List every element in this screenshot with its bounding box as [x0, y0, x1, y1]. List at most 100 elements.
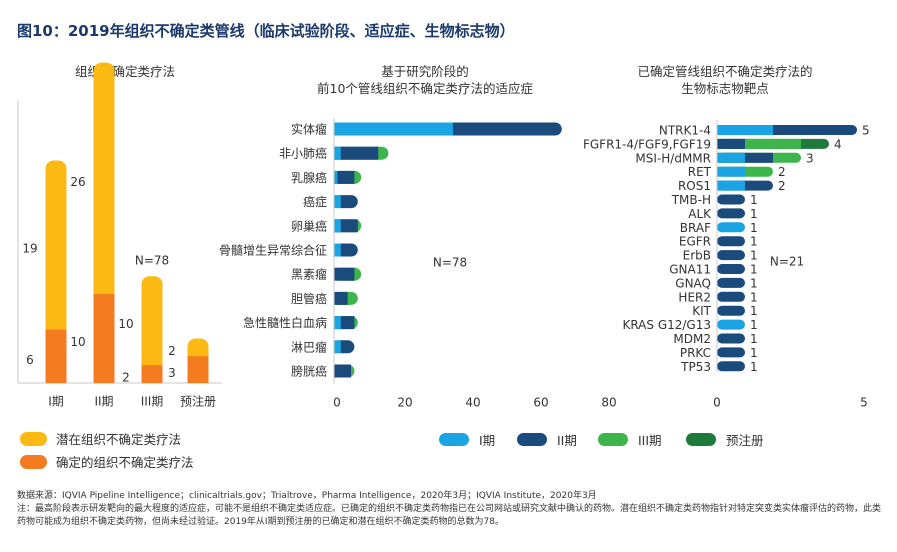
- chart2-bar-seg: [334, 243, 341, 257]
- chart3-n-annotation: N=21: [770, 255, 804, 269]
- chart3-bar-seg: [717, 305, 745, 316]
- chart3-value-label: 1: [750, 360, 758, 374]
- value-confirmed: 2: [122, 371, 130, 385]
- chart2-xtick: 60: [533, 396, 548, 410]
- chart3-bar-seg: [717, 208, 745, 219]
- chart2-category-label: 非小肺癌: [279, 146, 327, 161]
- legend-latent-swatch: [20, 431, 47, 446]
- chart3-category-label: TMB-H: [671, 193, 711, 207]
- legend-phase3-label: III期: [638, 433, 662, 448]
- legend-prereg: 预注册: [686, 430, 764, 449]
- chart3-xtick: 0: [713, 396, 721, 410]
- bar-confirmed-0: [45, 329, 67, 383]
- value-latent: 10: [118, 317, 133, 331]
- legend-latent-label: 潜在组织不确定类疗法: [56, 432, 182, 447]
- chart3-category-label: KRAS G12/G13: [622, 318, 711, 332]
- bar-latent-1: [93, 62, 115, 310]
- legend-phase2-swatch: [517, 433, 547, 446]
- chart3-bar-seg: [717, 222, 745, 233]
- legend-prereg-swatch: [686, 433, 716, 446]
- value-confirmed: 3: [168, 366, 176, 380]
- chart3-value-label: 1: [750, 346, 758, 360]
- chart2-xtick: 40: [465, 396, 480, 410]
- chart2-bar-seg: [334, 291, 348, 305]
- chart3-bar-seg: [717, 319, 745, 330]
- chart3-category-label: ROS1: [678, 179, 711, 193]
- chart3-value-label: 1: [750, 332, 758, 346]
- chart3-bar-seg: [717, 125, 773, 135]
- chart3-category-label: MDM2: [673, 332, 711, 346]
- legend-phase2-label: II期: [557, 433, 577, 448]
- chart3-bar-seg: [717, 277, 745, 288]
- chart2-bar-seg: [334, 316, 341, 330]
- chart2-bar-seg: [334, 146, 379, 160]
- chart3-category-label: ErbB: [683, 249, 711, 263]
- chart3-value-label: 1: [750, 304, 758, 318]
- legend-phase2: II期: [517, 430, 577, 449]
- chart3-bar-seg: [717, 264, 745, 274]
- chart3-bar-seg: [717, 361, 745, 372]
- chart3-category-label: GNA11: [669, 263, 711, 277]
- chart3-bar-seg: [717, 152, 745, 163]
- chart3-value-label: 1: [750, 235, 758, 249]
- chart2-bar-seg: [334, 195, 341, 209]
- chart2-n-annotation: N=78: [433, 256, 467, 270]
- chart3-value-label: 4: [834, 137, 842, 151]
- chart1-xtick: III期: [141, 395, 164, 409]
- chart2-category-label: 卵巢癌: [291, 218, 327, 233]
- chart2-category-label: 癌症: [303, 194, 327, 209]
- footer-note: 注：最高阶段表示研发靶向的最大程度的适应症，可能不是组织不确定类适应症。已确定的…: [17, 504, 882, 527]
- chart3-category-label: BRAF: [680, 221, 711, 235]
- chart2-bar-seg: [334, 122, 453, 136]
- chart2-bar-seg: [334, 170, 355, 184]
- chart3-value-label: 1: [750, 290, 758, 304]
- chart2-category-label: 急性髓性白血病: [243, 315, 327, 330]
- value-confirmed: 6: [26, 353, 34, 367]
- chart3-bar-seg: [717, 194, 745, 205]
- legend-confirmed-swatch: [20, 454, 47, 469]
- chart2-category-label: 膀胱癌: [291, 364, 327, 379]
- chart3-bar-seg: [717, 291, 745, 302]
- chart2-category-label: 实体瘤: [291, 122, 327, 137]
- chart2-title-line2: 前10个管线组织不确定类疗法的适应症: [317, 81, 533, 96]
- chart2-bar-seg: [334, 340, 341, 354]
- chart3-bar-seg: [717, 166, 745, 177]
- legend-confirmed-label: 确定的组织不确定类疗法: [56, 455, 194, 470]
- figure-title: 图10：2019年组织不确定类管线（临床试验阶段、适应症、生物标志物）: [17, 22, 515, 40]
- legend-prereg-label: 预注册: [726, 433, 764, 448]
- chart3-value-label: 1: [750, 207, 758, 221]
- chart3-bar-seg: [717, 138, 745, 149]
- chart3-category-label: EGFR: [679, 235, 711, 249]
- value-confirmed: 10: [70, 335, 85, 349]
- bar-confirmed-1: [93, 294, 115, 383]
- legend-phase3: III期: [598, 430, 662, 449]
- chart3-category-label: GNAQ: [675, 276, 711, 290]
- chart3-title: 已确定管线组织不确定类疗法的 生物标志物靶点: [620, 63, 830, 97]
- chart3-value-label: 1: [750, 193, 758, 207]
- legend-phase3-swatch: [598, 433, 628, 446]
- chart2-xtick: 20: [397, 396, 412, 410]
- chart3-value-label: 5: [862, 124, 870, 138]
- chart1-n-annotation: N=78: [135, 254, 169, 268]
- chart2-category-label: 乳腺癌: [291, 170, 327, 185]
- chart3-bar-seg: [717, 180, 745, 191]
- chart2-bar-seg: [334, 170, 338, 184]
- chart3-value-label: 2: [778, 179, 786, 193]
- chart3-value-label: 1: [750, 263, 758, 277]
- chart1-xtick: II期: [94, 395, 113, 409]
- chart3-value-label: 1: [750, 318, 758, 332]
- chart3-value-label: 1: [750, 249, 758, 263]
- value-latent: 19: [22, 242, 37, 256]
- chart3-bar-seg: [717, 250, 745, 261]
- chart2-category-label: 骨髓增生异常综合征: [219, 243, 327, 258]
- chart2-category-label: 黑素瘤: [291, 267, 327, 282]
- chart3-title-line1: 已确定管线组织不确定类疗法的: [637, 64, 813, 79]
- chart3-category-label: ALK: [688, 207, 712, 221]
- chart2-xtick: 80: [601, 396, 616, 410]
- chart3-bar-seg: [717, 236, 745, 247]
- chart2-category-label: 胆管癌: [291, 291, 327, 306]
- legend-phase1: I期: [439, 430, 495, 449]
- legend-phase1-label: I期: [479, 433, 496, 448]
- chart3-title-line2: 生物标志物靶点: [681, 81, 769, 96]
- chart3-value-label: 1: [750, 221, 758, 235]
